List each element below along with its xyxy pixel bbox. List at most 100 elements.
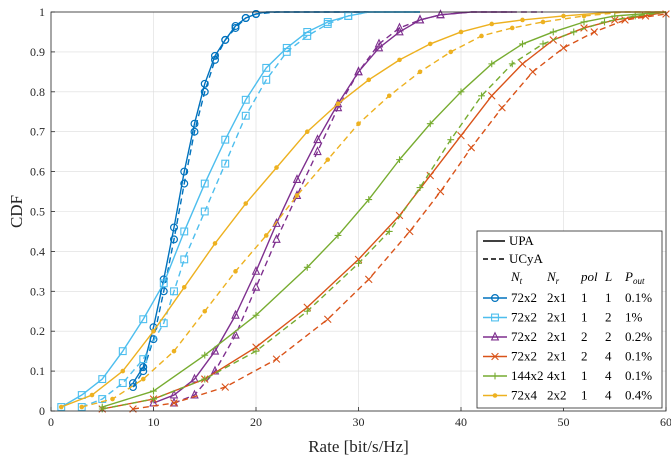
series-5-dashed-point bbox=[601, 18, 608, 26]
series-2-dashed-point bbox=[221, 159, 230, 168]
series-6-solid-point bbox=[274, 165, 279, 170]
series-5-solid-point bbox=[150, 387, 157, 395]
legend-header-n-r: Nr bbox=[546, 269, 560, 286]
legend-header-pol: pol bbox=[580, 269, 598, 284]
series-4-dashed-point bbox=[467, 143, 476, 152]
series-6-solid-point bbox=[397, 57, 402, 63]
series-2-dashed-point bbox=[262, 75, 271, 84]
series-3-solid-point bbox=[251, 265, 261, 275]
series-5-solid-point bbox=[549, 28, 557, 36]
series-1-solid-point bbox=[190, 119, 199, 128]
series-5-solid-point bbox=[334, 232, 342, 239]
series-3-solid-point bbox=[231, 309, 240, 319]
series-6-solid-point bbox=[335, 101, 341, 107]
legend-series-nr: 2x1 bbox=[547, 290, 567, 305]
legend-series-nr: 2x2 bbox=[547, 388, 567, 403]
series-4-dashed-point bbox=[436, 187, 445, 196]
x-tick-label: 30 bbox=[353, 415, 365, 429]
series-2-solid-point bbox=[159, 279, 168, 288]
series-6-dashed-point bbox=[202, 308, 208, 314]
series-4-solid-point bbox=[487, 92, 496, 100]
series-3-dashed-point bbox=[436, 9, 445, 19]
series-2-dashed-point bbox=[323, 20, 332, 28]
series-6-solid-point bbox=[151, 328, 156, 334]
series-6-dashed-point bbox=[448, 49, 454, 55]
legend-series-pol: 2 bbox=[581, 349, 588, 364]
legend-series-L: 1 bbox=[605, 290, 612, 305]
series-1-dashed-point bbox=[180, 179, 189, 188]
series-3-dashed-point bbox=[354, 66, 363, 76]
legend-series-nr: 2x1 bbox=[547, 349, 567, 364]
series-3-dashed-point bbox=[210, 365, 220, 375]
series-3-dashed-point bbox=[272, 233, 281, 243]
series-2-dashed-point bbox=[241, 111, 250, 120]
legend-header-l: L bbox=[604, 269, 612, 284]
series-1-solid-point bbox=[139, 363, 148, 372]
series-5-solid-point bbox=[519, 40, 526, 48]
series-2-solid-point bbox=[98, 375, 107, 384]
series-5-dashed-point bbox=[508, 60, 516, 68]
series-4-dashed-point bbox=[364, 275, 373, 284]
series-6-solid-point bbox=[489, 21, 495, 27]
series-4-dashed-point bbox=[498, 103, 506, 112]
series-5-dashed-point bbox=[416, 184, 424, 191]
legend-series-pout: 0.2% bbox=[625, 329, 652, 344]
legend-series-nt: 72x2 bbox=[511, 310, 537, 325]
series-4-solid-point bbox=[457, 131, 465, 140]
series-3-solid-point bbox=[190, 373, 199, 383]
y-tick-label: 0.3 bbox=[30, 284, 45, 298]
series-6-dashed-point bbox=[263, 233, 269, 238]
series-4-dashed-point bbox=[405, 227, 414, 236]
series-3-dashed-point bbox=[231, 329, 240, 339]
x-tick-label: 0 bbox=[48, 415, 54, 429]
series-1-solid-point bbox=[180, 167, 189, 176]
series-1-dashed-point bbox=[139, 367, 148, 376]
legend-header-base: P bbox=[624, 269, 633, 284]
series-3-solid-point bbox=[272, 217, 281, 227]
legend-series-L: 4 bbox=[605, 368, 612, 383]
series-5-dashed-point bbox=[303, 307, 311, 315]
series-5-dashed-point bbox=[478, 92, 485, 100]
series-1-dashed-point bbox=[211, 55, 220, 64]
y-tick-label: 0.5 bbox=[30, 205, 45, 219]
series-1-dashed-point bbox=[190, 127, 199, 136]
legend-series-nt: 72x2 bbox=[511, 349, 537, 364]
series-3-dashed-point bbox=[251, 281, 261, 291]
series-3 bbox=[149, 9, 543, 407]
series-1-dashed-point bbox=[252, 9, 261, 18]
series-3-solid-point bbox=[210, 345, 220, 355]
series-2-dashed-point bbox=[170, 287, 178, 296]
series-3-solid-line bbox=[153, 11, 513, 404]
legend-series-pol: 1 bbox=[581, 310, 588, 325]
y-tick-label: 1 bbox=[39, 5, 45, 19]
series-6-dashed-point bbox=[171, 348, 177, 354]
series-4-dashed-point bbox=[272, 355, 281, 363]
legend-series-nr: 4x1 bbox=[547, 368, 567, 383]
series-6-solid-point bbox=[181, 285, 187, 290]
series-1-solid-point bbox=[170, 223, 179, 232]
series-3-dashed-point bbox=[374, 38, 384, 48]
series-6-solid-point bbox=[561, 13, 566, 19]
legend-series-L: 2 bbox=[605, 310, 612, 325]
series-2-dashed-point bbox=[159, 319, 168, 328]
x-axis-label: Rate [bit/s/Hz] bbox=[308, 437, 409, 456]
series-6-dashed-point bbox=[79, 404, 85, 410]
series-1-dashed-point bbox=[200, 87, 209, 96]
legend-series-nt: 144x2 bbox=[511, 368, 544, 383]
series-6-dashed-point bbox=[386, 93, 392, 99]
legend-header-sub: t bbox=[520, 276, 523, 286]
legend-series-pol: 2 bbox=[581, 329, 588, 344]
legend-header-base: pol bbox=[580, 269, 598, 284]
series-6-solid-point bbox=[58, 404, 64, 410]
y-tick-label: 0.7 bbox=[30, 125, 45, 139]
series-6-dashed-point bbox=[325, 157, 331, 162]
legend-style-label: UCyA bbox=[509, 251, 544, 266]
series-4-dashed-point bbox=[621, 16, 629, 24]
series-2-dashed-point bbox=[200, 207, 209, 216]
legend-series-nr: 2x1 bbox=[547, 310, 567, 325]
series-5-dashed-point bbox=[447, 136, 455, 144]
series-5-dashed-point bbox=[355, 259, 362, 267]
legend-series-marker bbox=[491, 313, 499, 322]
series-6 bbox=[58, 11, 666, 410]
